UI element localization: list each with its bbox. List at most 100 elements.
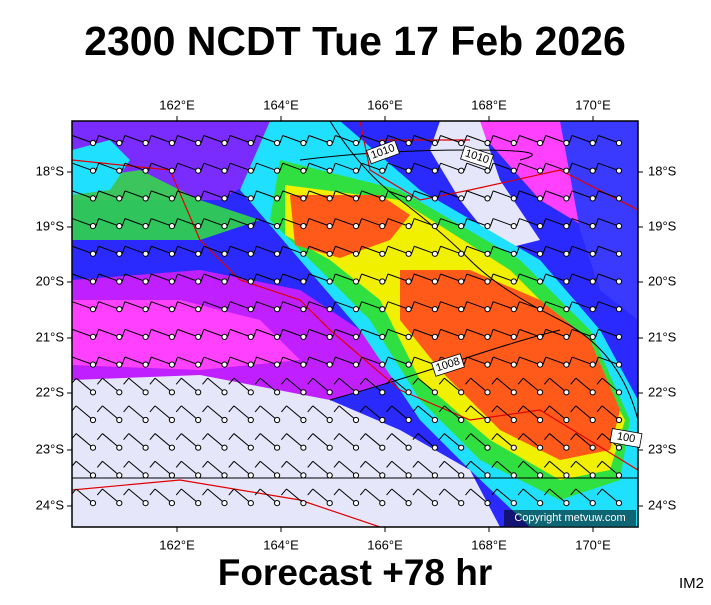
barb-flag (307, 405, 314, 413)
barb-shaft (203, 301, 225, 310)
barb-shaft (387, 218, 409, 227)
barb-station (510, 500, 517, 507)
barb-station (537, 389, 544, 396)
barb-flag (491, 460, 498, 468)
barb-shaft (545, 301, 567, 310)
barb-shaft (414, 328, 436, 338)
barb-station (89, 306, 97, 313)
barb-station (116, 195, 123, 202)
barb-station (89, 416, 97, 424)
barb-station (537, 416, 544, 424)
barb-flag (463, 301, 468, 310)
barb-flag (307, 460, 314, 468)
barb-flag (279, 135, 284, 144)
barb-flag (542, 273, 547, 282)
barb-shaft (440, 162, 462, 172)
barb-flag (121, 246, 126, 254)
barb-flag (384, 329, 389, 338)
barb-flag (279, 273, 284, 282)
barb-station (484, 472, 491, 479)
barb-flag (121, 329, 126, 338)
barb-flag (437, 329, 441, 338)
barb-flag (281, 460, 287, 468)
barb-shaft (519, 245, 541, 255)
barb-flag (228, 460, 235, 468)
barb-station (379, 333, 386, 340)
barb-flag (489, 329, 494, 338)
barb-flag (254, 377, 261, 385)
barb-flag (489, 246, 494, 254)
barb-shaft (177, 135, 199, 144)
barb-shaft (203, 135, 225, 144)
barb-flag (200, 163, 205, 171)
barb-shaft (519, 301, 541, 310)
barb-flag (438, 433, 445, 441)
barb-flag (148, 218, 152, 227)
barb-flag (386, 460, 393, 468)
barb-flag (253, 218, 257, 227)
barb-shaft (549, 377, 567, 393)
barb-shaft (151, 245, 173, 255)
barb-station (431, 416, 438, 424)
barb-shaft (470, 377, 488, 393)
barb-station (195, 306, 202, 313)
barb-shaft (177, 245, 199, 255)
barb-shaft (492, 245, 514, 255)
barb-flag (489, 218, 494, 227)
barb-station (247, 306, 254, 313)
barb-station (615, 250, 623, 257)
barb-station (326, 444, 333, 451)
barb-flag (279, 301, 284, 310)
barb-shaft (361, 356, 383, 366)
barb-flag (281, 405, 287, 413)
barb-flag (333, 488, 340, 496)
barb-shaft (361, 135, 383, 144)
barb-flag (226, 246, 231, 254)
barb-flag (253, 246, 257, 254)
barb-flag (202, 405, 209, 413)
barb-station (510, 278, 517, 285)
barb-flag (279, 329, 284, 338)
barb-shaft (470, 460, 488, 476)
barb-shaft (335, 135, 357, 144)
barb-station (589, 195, 596, 202)
barb-shaft (496, 488, 515, 504)
barb-station (405, 195, 412, 202)
barb-flag (72, 405, 77, 412)
barb-flag (121, 301, 126, 310)
barb-station (405, 333, 412, 340)
barb-flag (72, 460, 77, 467)
barb-flag (568, 329, 573, 338)
barb-station (89, 278, 97, 285)
barb-flag (174, 190, 178, 199)
barb-station (142, 444, 149, 451)
barb-flag (359, 377, 366, 385)
barb-flag (332, 246, 336, 254)
barb-flag (96, 488, 103, 496)
barb-flag (200, 273, 205, 282)
barb-shaft (151, 162, 173, 172)
barb-shaft (177, 328, 199, 338)
barb-station (326, 333, 333, 340)
lon-label: 164°E (263, 97, 299, 112)
barb-flag (174, 273, 178, 282)
barb-shaft (522, 433, 541, 449)
barb-station (352, 444, 360, 451)
barb-station (379, 223, 386, 230)
barb-flag (465, 377, 472, 385)
barb-shaft (72, 356, 94, 366)
barb-station (563, 223, 570, 230)
barb-station (615, 306, 623, 313)
barb-shaft (519, 328, 541, 338)
barb-shaft (154, 460, 173, 476)
barb-flag (411, 190, 415, 199)
barb-station (484, 250, 491, 257)
barb-flag (281, 488, 287, 496)
barb-station (537, 444, 544, 451)
barb-flag (489, 163, 494, 171)
barb-station (89, 195, 97, 202)
barb-shaft (229, 356, 251, 366)
barb-station (274, 195, 281, 202)
barb-station (168, 416, 175, 424)
barb-station (168, 444, 175, 451)
